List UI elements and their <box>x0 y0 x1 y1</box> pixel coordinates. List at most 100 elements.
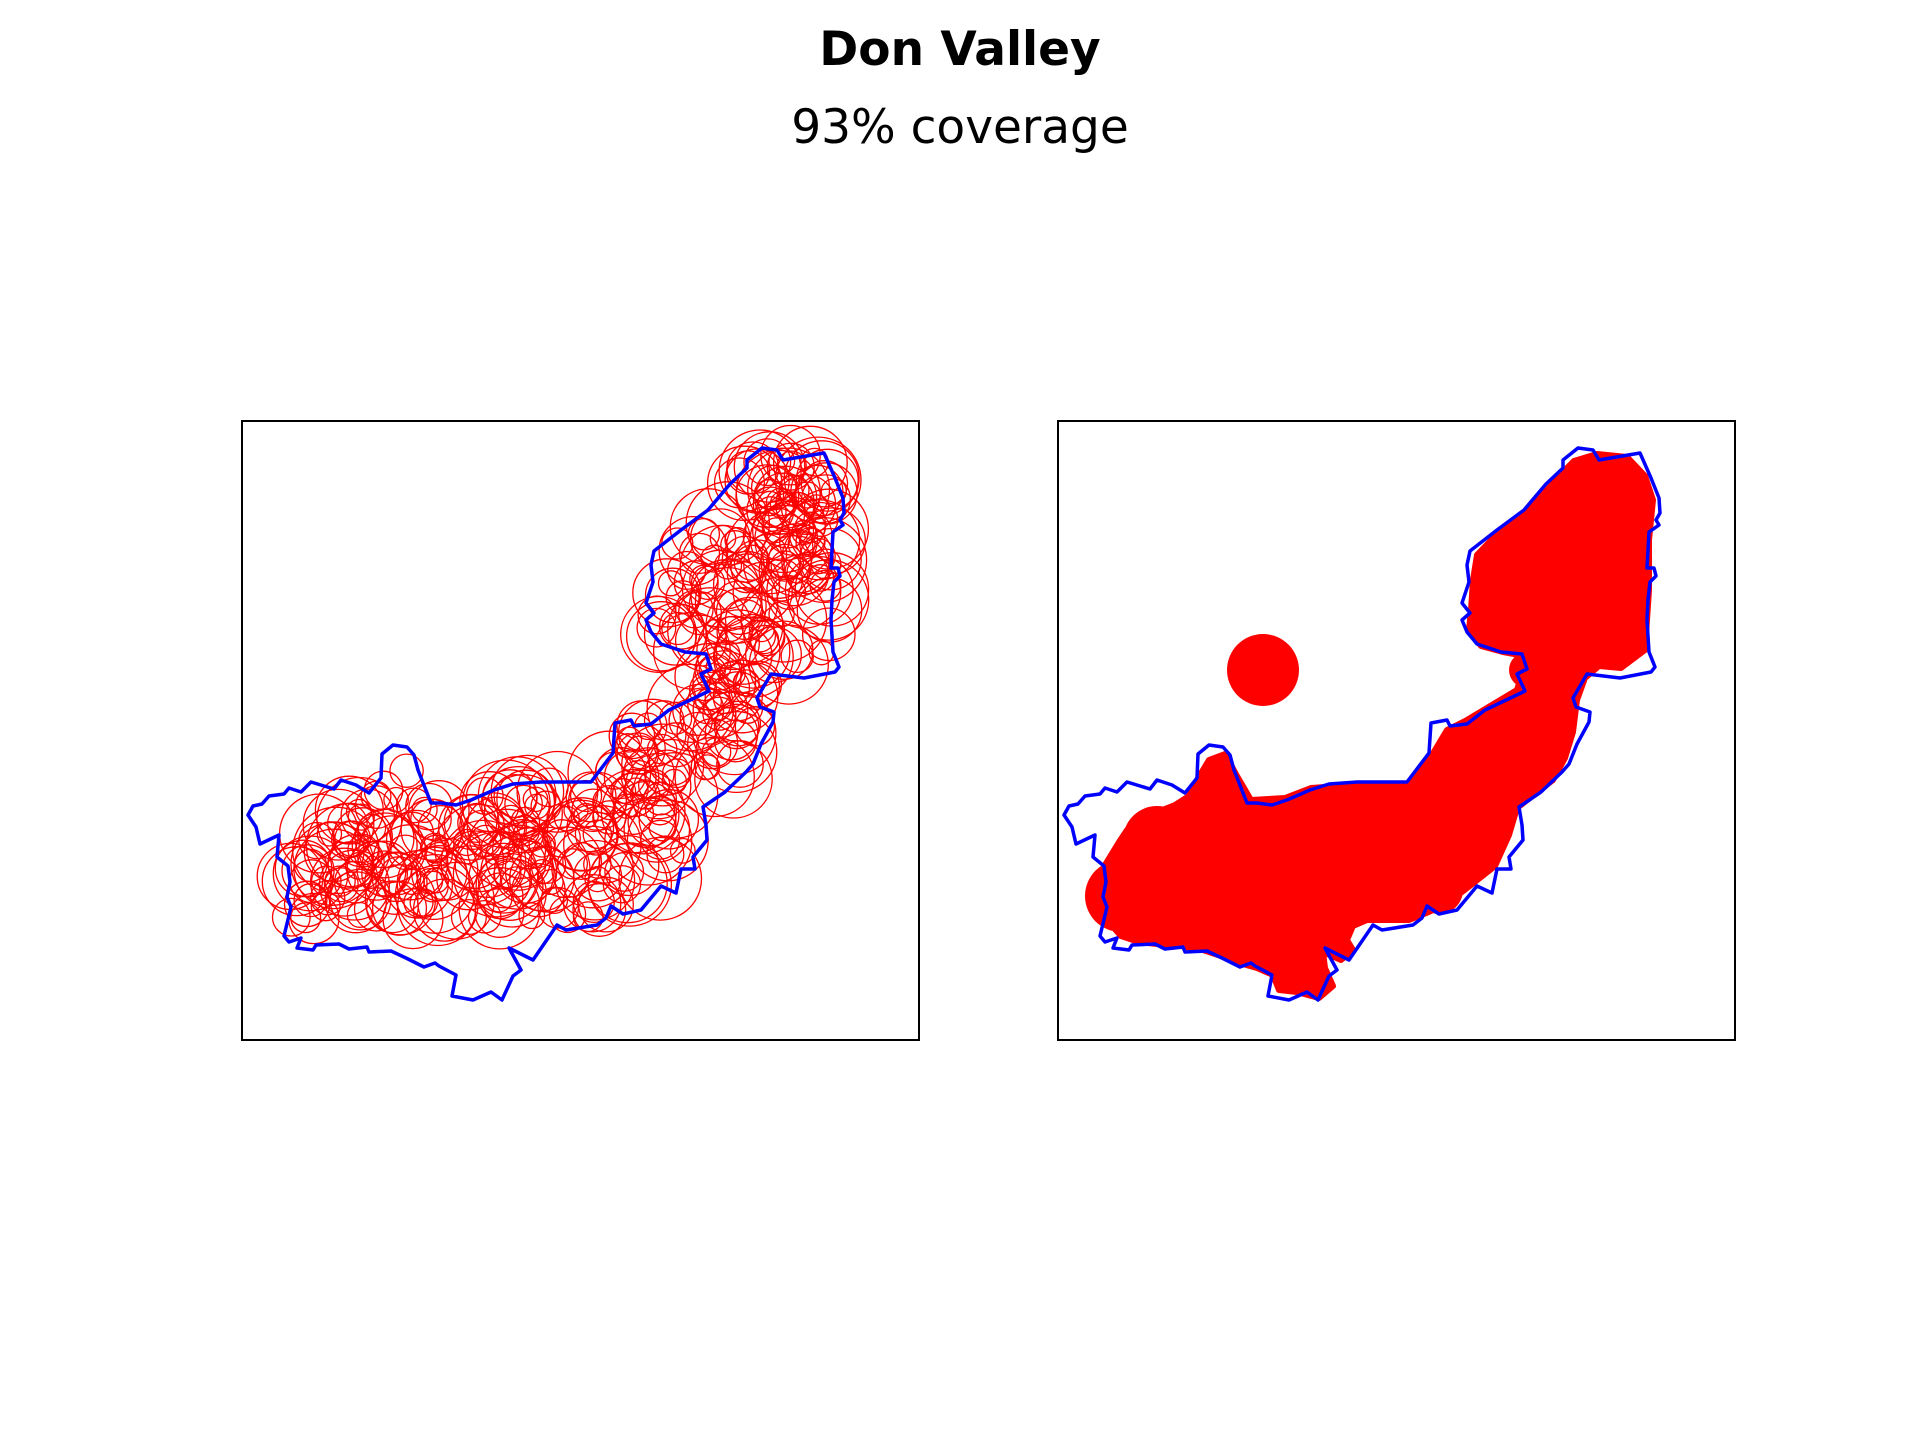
figure-subtitle-coverage: 93% coverage <box>791 100 1129 155</box>
coverage-circle <box>289 901 321 933</box>
coverage-circle <box>809 547 841 580</box>
coverage-lobe <box>1276 943 1325 992</box>
coverage-circle <box>742 437 791 486</box>
coverage-circle <box>643 699 685 741</box>
coverage-circle <box>798 506 866 574</box>
coverage-circle <box>669 837 696 864</box>
coverage-circle <box>529 825 602 898</box>
coverage-circle <box>437 793 505 861</box>
coverage-circle <box>644 567 701 623</box>
coverage-circle <box>458 791 527 860</box>
coverage-circle <box>416 861 495 940</box>
coverage-circle <box>801 606 856 661</box>
coverage-circle <box>783 439 860 516</box>
coverage-circle <box>517 901 545 929</box>
coverage-lobe <box>1226 633 1299 706</box>
coverage-circle <box>673 559 719 605</box>
coverage-circle <box>608 712 655 759</box>
coverage-circle <box>383 849 453 919</box>
coverage-lobe <box>1414 865 1463 914</box>
coverage-circle <box>617 698 687 767</box>
coverage-circle <box>570 787 615 832</box>
coverage-circle <box>785 551 829 594</box>
coverage-circle <box>631 557 702 628</box>
coverage-circle <box>717 428 802 513</box>
coverage-circle <box>666 550 706 590</box>
coverage-lobe <box>1494 529 1539 574</box>
coverage-circle <box>561 841 600 880</box>
coverage-union-map <box>1061 445 1662 1002</box>
coverage-circle <box>357 814 426 883</box>
coverage-circle <box>381 887 444 949</box>
coverage-circle <box>681 549 760 628</box>
coverage-circle <box>272 834 349 911</box>
coverage-circle <box>466 796 526 855</box>
coverage-circle <box>802 501 839 537</box>
coverage-circle <box>733 430 805 503</box>
coverage-circle <box>382 786 409 813</box>
coverage-circle <box>363 850 428 915</box>
coverage-circle <box>798 537 836 574</box>
coverage-union-panel <box>1057 420 1736 1041</box>
coverage-circle <box>687 517 720 550</box>
figure-title: Don Valley <box>819 22 1101 77</box>
coverage-circle <box>435 844 501 910</box>
coverage-circle <box>704 706 758 760</box>
coverage-circle <box>734 705 775 747</box>
coverage-circle <box>591 784 627 820</box>
coverage-circle <box>766 442 815 491</box>
coverage-circle <box>603 796 692 886</box>
coverage-circle <box>767 446 795 474</box>
coverage-circle <box>808 569 842 602</box>
coverage-circle <box>742 619 776 653</box>
coverage-circle <box>491 818 552 879</box>
coverage-circle <box>571 882 626 937</box>
coverage-circle <box>378 855 418 895</box>
coverage-circle <box>611 780 680 848</box>
coverage-circle <box>765 543 804 582</box>
coverage-circle <box>745 485 794 535</box>
coverage-circle <box>388 752 424 788</box>
coverage-circle <box>474 887 524 938</box>
coverage-circle <box>474 852 544 921</box>
coverage-circle <box>789 464 844 518</box>
coverage-area <box>1099 450 1656 1001</box>
coverage-circle <box>795 448 859 512</box>
coverage-circle <box>767 530 830 593</box>
coverage-circle <box>762 500 810 549</box>
coverage-circle <box>324 870 387 933</box>
coverage-circle <box>314 775 384 845</box>
coverage-circle <box>536 886 579 929</box>
coverage-circle <box>522 785 548 812</box>
coverage-circle <box>749 624 779 654</box>
coverage-circle <box>748 615 775 642</box>
coverage-circle <box>500 865 532 898</box>
coverage-circle <box>701 736 731 767</box>
coverage-circle <box>774 473 836 535</box>
coverage-circle <box>706 445 782 521</box>
coverage-circle <box>648 812 677 841</box>
coverage-circle <box>462 809 500 846</box>
coverage-circle <box>620 722 704 807</box>
coverage-circle <box>635 607 676 648</box>
coverage-circle <box>359 780 392 812</box>
coverage-circle <box>713 456 765 508</box>
coverage-circle <box>660 611 695 645</box>
coverage-circle <box>271 897 311 937</box>
coverage-circle <box>351 811 418 878</box>
coverage-circle <box>360 849 408 897</box>
coverage-circle <box>622 795 690 863</box>
coverage-circle <box>444 829 504 889</box>
coverage-circle <box>769 549 800 580</box>
coverage-circle <box>416 870 449 903</box>
coverage-circle <box>503 784 543 823</box>
coverage-circles-panel <box>241 420 920 1041</box>
coverage-circle <box>652 611 731 690</box>
coverage-circle <box>414 837 478 901</box>
coverage-circle <box>796 576 862 643</box>
coverage-circle <box>371 823 448 900</box>
coverage-circle <box>625 600 696 672</box>
coverage-circle <box>457 866 541 950</box>
coverage-circle <box>615 731 659 775</box>
coverage-circle <box>715 613 790 689</box>
